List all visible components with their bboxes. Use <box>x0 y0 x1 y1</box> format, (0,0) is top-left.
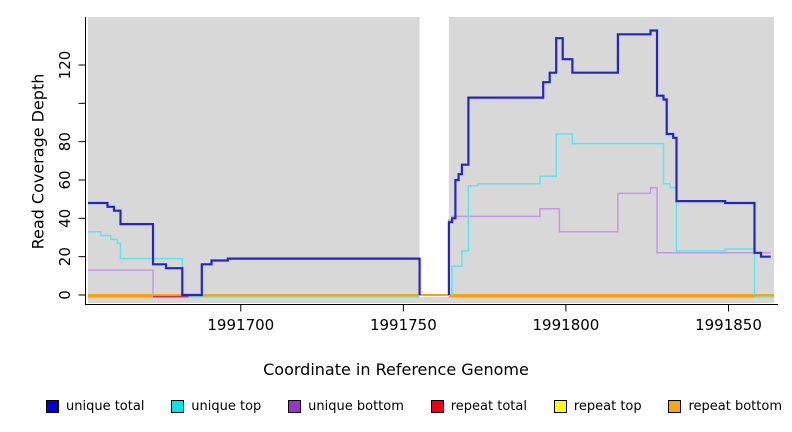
legend-item-unique-top: unique top <box>171 399 261 414</box>
legend-item-repeat-top: repeat top <box>553 399 642 414</box>
legend-swatch-unique-top <box>171 400 185 413</box>
legend-label: repeat total <box>450 399 527 414</box>
y-axis-title: Read Coverage Depth <box>28 73 48 250</box>
legend-item-repeat-bottom: repeat bottom <box>668 399 782 414</box>
legend-item-repeat-total: repeat total <box>430 399 527 414</box>
y-tick-label: 60 <box>56 170 74 189</box>
legend-item-unique-total: unique total <box>46 399 144 414</box>
legend-label: unique top <box>191 399 262 414</box>
legend-swatch-unique-bottom <box>288 400 302 413</box>
x-tick-label: 1991850 <box>695 316 762 334</box>
y-tick-label: 0 <box>56 290 74 300</box>
legend-item-unique-bottom: unique bottom <box>288 399 404 414</box>
x-axis-title: Coordinate in Reference Genome <box>263 360 529 379</box>
legend-label: unique total <box>66 399 145 414</box>
x-tick-label: 1991750 <box>370 316 437 334</box>
no-data-gap-band <box>419 11 449 297</box>
x-tick-label: 1991800 <box>533 316 600 334</box>
series-line-unique-top <box>88 230 184 295</box>
y-tick-label: 40 <box>56 209 74 228</box>
series-line-unique-total <box>447 29 771 295</box>
series-line-unique-total <box>88 201 421 297</box>
legend-swatch-repeat-total <box>430 400 444 413</box>
y-tick-label: 20 <box>56 247 74 266</box>
legend-label: repeat bottom <box>688 399 782 414</box>
legend-label: repeat top <box>573 399 642 414</box>
y-tick-label: 80 <box>56 132 74 151</box>
legend-swatch-repeat-top <box>553 400 567 413</box>
y-tick-label: 120 <box>56 51 74 80</box>
legend-swatch-repeat-bottom <box>668 400 682 413</box>
legend-label: unique bottom <box>308 399 404 414</box>
x-tick-label: 1991700 <box>207 316 274 334</box>
legend-swatch-unique-total <box>46 400 59 413</box>
series-line-unique-top <box>451 133 756 295</box>
legend: unique total unique top unique bottom repea… <box>46 399 782 414</box>
series-line-unique-bottom <box>88 269 154 295</box>
